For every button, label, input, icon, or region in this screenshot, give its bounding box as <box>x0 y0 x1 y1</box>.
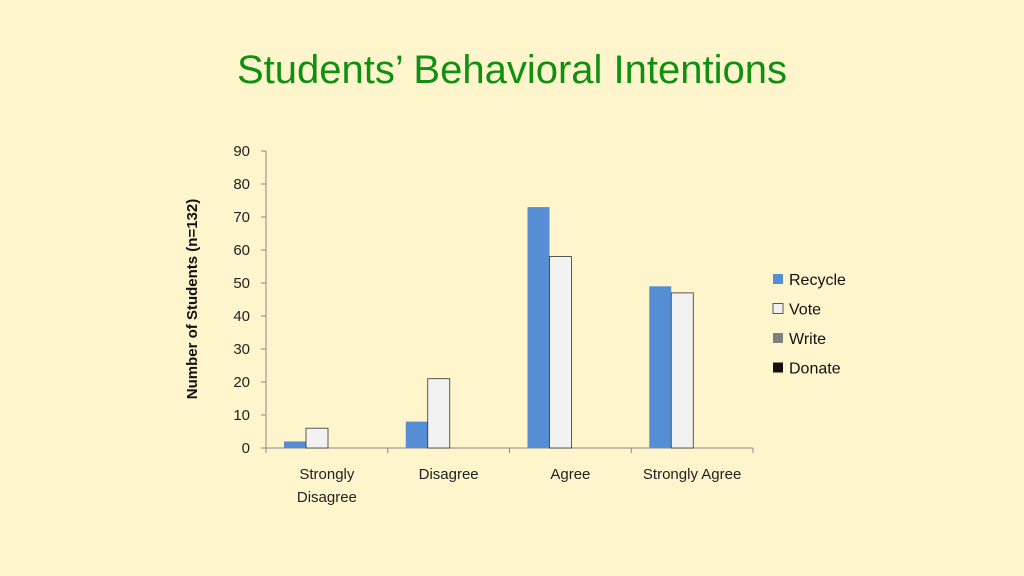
bar-vote <box>670 292 694 449</box>
y-tick-label: 0 <box>242 440 250 457</box>
legend-label-recycle: Recycle <box>789 272 846 289</box>
legend-label-vote: Vote <box>789 302 821 319</box>
y-tick-label: 30 <box>233 341 250 358</box>
x-tick-label: Agree <box>550 466 590 483</box>
chart-legend: Recycle Vote Write Donate <box>772 272 846 378</box>
y-tick-label: 20 <box>233 374 250 391</box>
legend-swatch-recycle <box>773 274 783 284</box>
y-tick-label: 90 <box>233 143 250 160</box>
x-tick-label: Disagree <box>419 466 479 483</box>
slide-title: Students’ Behavioral Intentions <box>237 48 787 92</box>
x-tick-label: Strongly Agree <box>643 466 741 483</box>
bar-recycle <box>527 207 550 448</box>
bar-vote <box>305 427 329 449</box>
bar-recycle <box>649 286 672 448</box>
y-tick-label: 70 <box>233 209 250 226</box>
x-tick-label: Strongly Disagree <box>297 466 357 506</box>
y-tick-label: 50 <box>233 275 250 292</box>
legend-swatch-write <box>773 333 783 343</box>
y-tick-label: 40 <box>233 308 250 325</box>
legend-swatch-vote <box>772 303 784 314</box>
legend-label-write: Write <box>789 331 826 348</box>
y-tick-label: 10 <box>233 407 250 424</box>
y-axis-label: Number of Students (n=132) <box>184 199 201 399</box>
bar-vote <box>549 256 572 449</box>
legend-swatch-donate <box>773 362 783 373</box>
bar-recycle <box>405 421 428 448</box>
bar-recycle <box>284 441 306 448</box>
legend-label-donate: Donate <box>789 361 841 378</box>
y-tick-label: 80 <box>233 176 250 193</box>
chart-axes: 0 10 20 30 40 50 60 70 80 90 Strongly Disagree Disag… <box>233 143 754 506</box>
chart-bars <box>284 207 694 449</box>
y-tick-label: 60 <box>233 242 250 259</box>
bar-vote <box>427 378 451 449</box>
